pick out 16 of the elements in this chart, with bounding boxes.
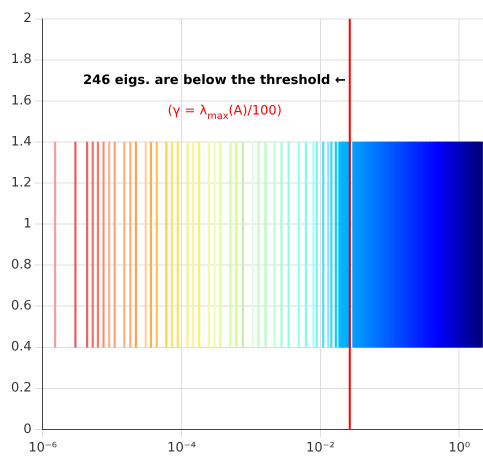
y-tick-label: 0 xyxy=(23,422,32,437)
x-tick-label: 10⁰ xyxy=(448,440,470,456)
annotation: 246 eigs. are below the threshold ← xyxy=(83,72,346,88)
y-tick-label: 0.6 xyxy=(10,298,32,314)
x-tick-label: 10⁻⁶ xyxy=(28,440,57,456)
x-tick-label: 10⁻² xyxy=(306,440,335,456)
y-tick-label: 1.2 xyxy=(10,175,32,190)
y-tick-label: 1.4 xyxy=(10,134,32,150)
y-tick-label: 0.4 xyxy=(10,340,32,355)
y-tick-label: 1.6 xyxy=(10,93,32,108)
y-tick-label: 0.2 xyxy=(10,380,32,396)
y-tick-label: 1.8 xyxy=(10,52,32,68)
y-tick-label: 2 xyxy=(23,11,32,26)
y-tick-label: 1 xyxy=(23,216,32,232)
y-tick-label: 0.8 xyxy=(10,258,32,273)
x-tick-label: 10⁻⁴ xyxy=(167,440,196,456)
